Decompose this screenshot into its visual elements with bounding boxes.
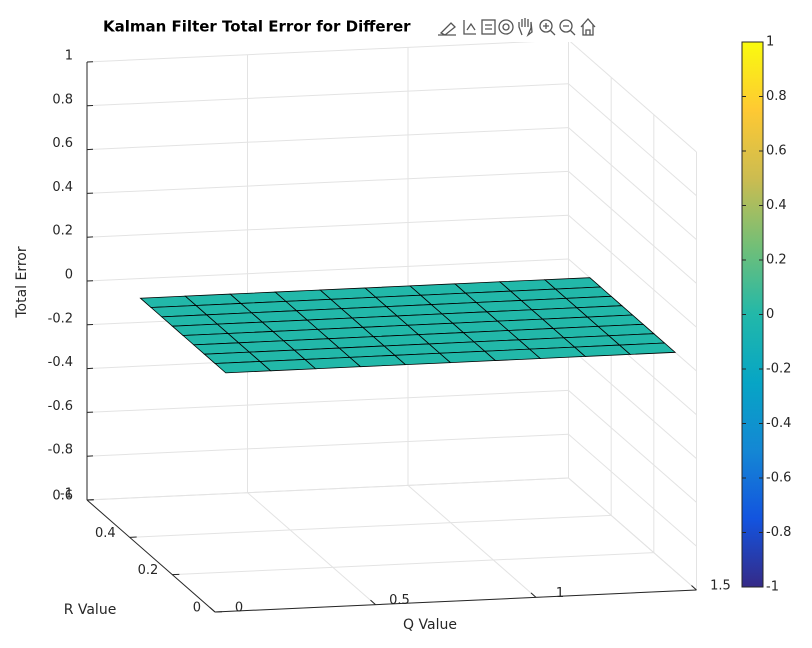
z-tick-label: -1 — [60, 487, 73, 502]
z-tick-label: 0 — [65, 268, 73, 283]
grid-line — [568, 127, 697, 240]
z-tick-label: 0.8 — [52, 92, 73, 107]
zoom-out-button[interactable] — [559, 19, 576, 36]
legend-button[interactable] — [481, 19, 496, 35]
colorbar-tick-label: 0.2 — [766, 253, 787, 268]
zoom-in-button[interactable] — [539, 19, 556, 36]
colorbar-tick-label: 0.6 — [766, 144, 787, 159]
grid-line — [568, 214, 697, 328]
rotate-button[interactable] — [498, 19, 514, 35]
z-tick-label: 0.6 — [52, 136, 73, 151]
axes-toolbar — [436, 12, 696, 42]
x-tick — [530, 592, 537, 598]
grid-line — [568, 477, 697, 591]
y-tick-label: 0.2 — [138, 563, 159, 578]
z-tick-label: -0.4 — [48, 355, 73, 370]
grid-line — [86, 389, 569, 413]
y-tick-label: 0 — [193, 601, 201, 616]
x-axis-label: Q Value — [403, 617, 457, 633]
colorbar-tick-label: 1 — [766, 35, 774, 50]
z-tick-label: 1 — [65, 49, 73, 64]
colorbar-tick-label: 0.4 — [766, 198, 787, 213]
colorbar-tick-label: -0.6 — [766, 471, 791, 486]
grid-line — [86, 433, 569, 457]
colorbar-tick-label: -0.4 — [766, 416, 791, 431]
toolbar-background — [436, 12, 696, 42]
grid-line — [86, 214, 569, 238]
colorbar-tick-label: 0 — [766, 307, 774, 322]
grid-line — [568, 171, 697, 284]
grid-line — [172, 552, 654, 576]
pan-button[interactable] — [518, 18, 533, 37]
z-axis-label: Total Error — [14, 246, 30, 319]
grid-line — [86, 39, 569, 63]
grid-line — [407, 484, 537, 598]
grid-line — [86, 258, 569, 282]
grid-line — [568, 83, 697, 197]
z-tick-label: 0.4 — [52, 180, 73, 195]
grid-line — [568, 390, 697, 503]
x-axis-line — [214, 589, 697, 613]
x-tick-label: 0.5 — [389, 593, 410, 608]
datatip-button[interactable] — [463, 20, 476, 35]
colorbar-tick-label: -0.2 — [766, 362, 791, 377]
x-tick-label: 0 — [235, 601, 243, 616]
z-tick-label: 0.2 — [52, 224, 73, 239]
surface-face — [618, 342, 677, 355]
brush-button[interactable] — [438, 22, 456, 36]
z-tick-label: -0.8 — [48, 443, 73, 458]
y-axis-label: R Value — [64, 602, 117, 618]
grid-line — [568, 39, 697, 153]
z-tick-label: -0.6 — [48, 399, 73, 414]
colorbar-tick-label: -1 — [766, 580, 779, 595]
x-tick-label: 1 — [556, 586, 564, 601]
z-tick-label: -0.2 — [48, 311, 73, 326]
x-tick — [691, 585, 697, 591]
grid-line — [86, 83, 569, 107]
x-tick-label: 1.5 — [710, 579, 731, 594]
y-axis-line — [86, 499, 216, 613]
grid-line — [568, 346, 697, 459]
grid-line — [247, 492, 376, 606]
x-tick — [370, 599, 376, 606]
home-button[interactable] — [580, 18, 596, 36]
grid-line — [568, 433, 697, 547]
x-tick — [209, 607, 216, 613]
grid-line — [86, 477, 569, 501]
grid-line — [86, 170, 569, 194]
chart-title: Kalman Filter Total Error for Differer — [103, 18, 411, 36]
grid-line — [129, 514, 612, 538]
y-tick-label: 0.6 — [52, 489, 73, 504]
grid-line — [86, 127, 569, 151]
colorbar-tick-label: 0.8 — [766, 89, 787, 104]
colorbar-tick-label: -0.8 — [766, 525, 791, 540]
y-tick-label: 0.4 — [95, 526, 116, 541]
